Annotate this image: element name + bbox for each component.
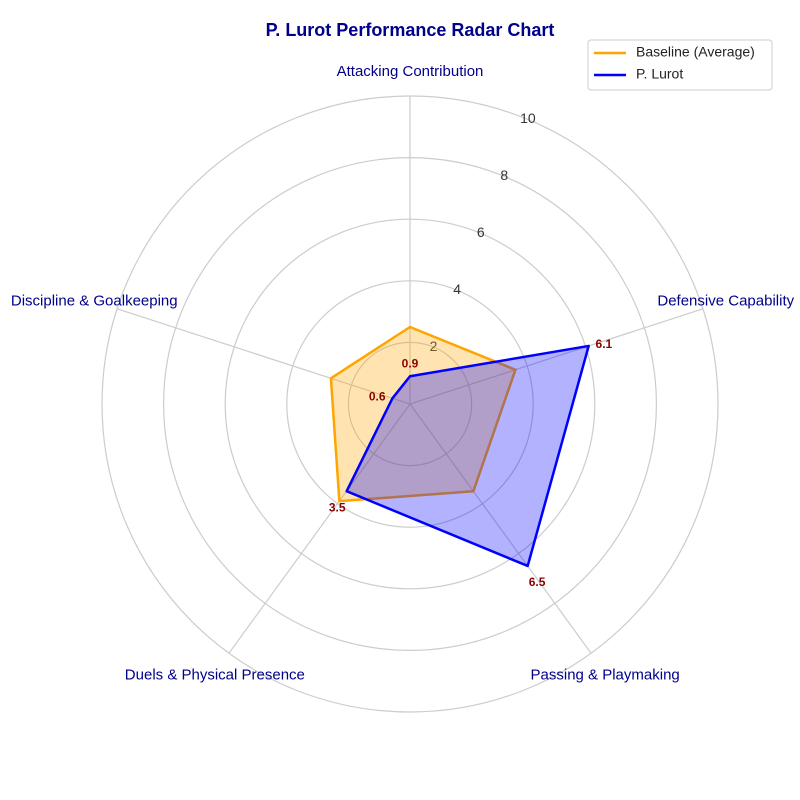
data-label: 6.1 bbox=[596, 337, 613, 351]
r-tick-label: 4 bbox=[453, 281, 461, 297]
axis-label: Attacking Contribution bbox=[337, 63, 484, 80]
r-tick-label: 10 bbox=[520, 110, 536, 126]
r-tick-label: 8 bbox=[500, 167, 508, 183]
data-label: 6.5 bbox=[529, 575, 546, 589]
axis-label: Defensive Capability bbox=[657, 292, 794, 309]
spoke bbox=[409, 308, 704, 405]
data-label: 0.6 bbox=[369, 390, 386, 404]
r-tick-label: 2 bbox=[430, 338, 438, 354]
legend-frame bbox=[587, 39, 773, 91]
spoke bbox=[228, 403, 411, 654]
r-tick-label: 6 bbox=[477, 224, 485, 240]
chart-title: P. Lurot Performance Radar Chart bbox=[266, 20, 555, 40]
spoke bbox=[409, 403, 592, 654]
data-label: 0.9 bbox=[402, 356, 419, 370]
data-label: 3.5 bbox=[329, 500, 346, 514]
legend-label: Baseline (Average) bbox=[636, 44, 755, 60]
axis-label: Passing & Playmaking bbox=[531, 667, 680, 684]
legend: Baseline (Average) P. Lurot bbox=[587, 39, 773, 91]
axis-label: Duels & Physical Presence bbox=[125, 667, 305, 684]
spoke bbox=[116, 308, 411, 405]
legend-label: P. Lurot bbox=[636, 66, 683, 82]
series-area bbox=[345, 344, 590, 568]
axis-label: Discipline & Goalkeeping bbox=[11, 292, 178, 309]
